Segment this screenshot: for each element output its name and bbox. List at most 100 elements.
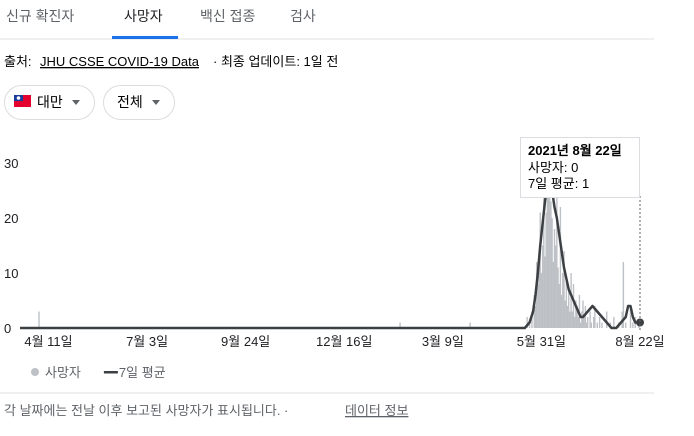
bar: [594, 306, 596, 328]
bar: [547, 174, 550, 328]
bar: [554, 245, 557, 328]
y-tick-label: 20: [4, 211, 18, 226]
country-dropdown[interactable]: [4, 85, 95, 120]
bar: [553, 229, 556, 328]
bar: [576, 306, 578, 328]
tab[interactable]: 신규 확진자: [6, 8, 74, 24]
bar: [540, 273, 543, 328]
bar: [558, 284, 560, 328]
tooltip-line: 7일 평균: 1: [528, 176, 589, 191]
bar: [581, 311, 583, 328]
bar: [571, 311, 573, 328]
bar: [562, 273, 564, 328]
tabs: 신규 확진자 사망자 백신 접종 검사: [6, 8, 316, 24]
bar: [552, 262, 554, 328]
dropdown-arrow: [152, 100, 160, 105]
bar: [598, 317, 601, 328]
x-tick-label: 7월 3일: [126, 334, 168, 349]
bar: [551, 218, 553, 328]
bar: [589, 311, 591, 328]
bar: [625, 322, 627, 328]
bar: [528, 322, 531, 328]
bar: [543, 196, 545, 328]
bar: [559, 207, 562, 328]
bar: [596, 322, 598, 328]
bar: [606, 311, 608, 328]
tab[interactable]: 사망자: [124, 8, 163, 24]
dropdown-arrow: [72, 100, 80, 105]
bar: [577, 317, 579, 328]
bar: [526, 317, 528, 328]
dropdown-label: 대만: [37, 94, 63, 110]
bar: [539, 212, 541, 328]
bar: [632, 322, 634, 328]
bar: [549, 190, 551, 328]
x-tick-label: 12월 16일: [316, 334, 372, 349]
hover-point: [636, 318, 644, 327]
tooltip: [520, 137, 640, 198]
bar: [399, 322, 401, 328]
legend-label: 사망자: [45, 365, 81, 380]
tab[interactable]: 백신 접종: [200, 8, 256, 24]
source-link[interactable]: JHU CSSE COVID-19 Data: [40, 54, 200, 69]
bar: [550, 201, 552, 328]
bar: [534, 306, 537, 328]
bar: [557, 267, 559, 328]
x-tick-label: 8월 22일: [615, 334, 664, 349]
bar: [587, 317, 589, 328]
bar: [563, 251, 565, 328]
tooltip-line: 사망자: 0: [528, 160, 578, 175]
bar: [568, 289, 570, 328]
legend-swatch: [31, 368, 39, 376]
x-tick-label: 9월 24일: [221, 334, 270, 349]
y-tick-label: 0: [4, 321, 11, 336]
flag-sun: [16, 96, 21, 100]
bar: [560, 295, 563, 328]
bar: [613, 317, 615, 328]
legend: 사망자 7일 평균: [31, 365, 166, 380]
x-tick-label: 5월 31일: [517, 334, 566, 349]
bar: [585, 322, 588, 328]
bar: [575, 300, 577, 328]
bar: [583, 317, 585, 328]
bar: [537, 284, 539, 328]
source-suffix: · 최종 업데이트: 1일 전: [213, 54, 338, 69]
bar: [584, 306, 587, 328]
bar: [544, 256, 546, 328]
dropdown-label: 전체: [117, 94, 143, 110]
bar: [564, 300, 566, 328]
bar: [573, 317, 576, 328]
y-tick-label: 30: [4, 156, 18, 171]
bar: [546, 185, 549, 328]
active-tab-indicator: [112, 36, 178, 39]
bar: [469, 322, 471, 328]
bar: [629, 306, 632, 328]
bar: [590, 322, 593, 328]
bar: [538, 256, 540, 328]
plot: 0 10 20 30 4월 11일 7월 3일 9월 24일 12월 16일 3월 9일 5월 3…: [4, 156, 665, 349]
source-prefix: 출처:: [4, 54, 32, 69]
footer-link[interactable]: 데이터 정보: [345, 403, 408, 418]
bar: [541, 245, 544, 328]
y-tick-label: 10: [4, 266, 18, 281]
tab[interactable]: 검사: [290, 8, 316, 24]
bar: [601, 322, 603, 328]
bar: [38, 311, 40, 328]
x-tick-label: 4월 11일: [24, 334, 72, 349]
source-line: 출처: JHU CSSE COVID-19 Data · 최종 업데이트: 1일…: [4, 54, 338, 69]
bar: [569, 311, 571, 328]
bar: [592, 317, 595, 328]
legend-swatch: [103, 371, 118, 374]
bar: [566, 306, 569, 328]
bar: [579, 322, 582, 328]
bar: [570, 273, 572, 328]
bar: [556, 185, 558, 328]
region-dropdown[interactable]: [103, 85, 175, 120]
bar: [545, 212, 547, 328]
legend-label: 7일 평균: [119, 365, 166, 380]
bar: [622, 262, 625, 328]
bar: [531, 311, 533, 328]
bar: [572, 284, 575, 328]
